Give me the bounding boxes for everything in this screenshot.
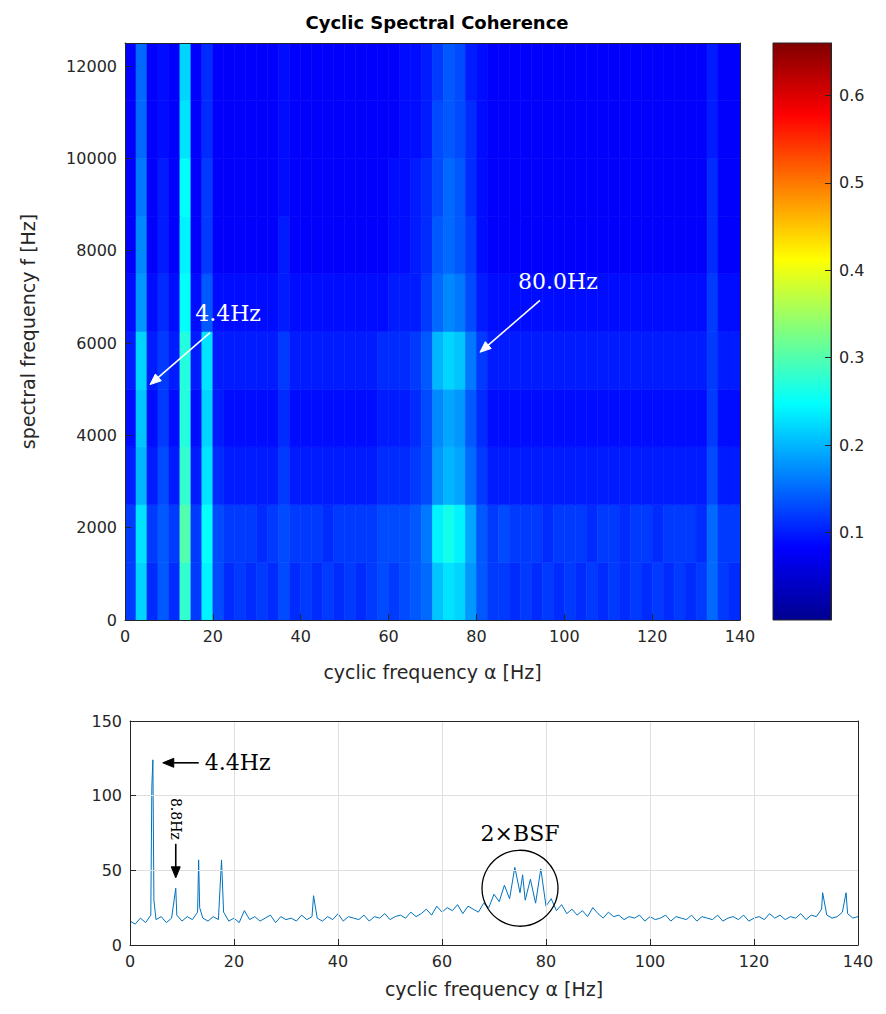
svg-text:4000: 4000 [76,426,117,445]
svg-text:0.3: 0.3 [839,348,864,367]
svg-text:60: 60 [432,952,452,971]
svg-text:6000: 6000 [76,334,117,353]
svg-text:120: 120 [637,627,668,646]
svg-text:0: 0 [120,627,130,646]
svg-text:20: 20 [224,952,244,971]
svg-text:40: 40 [291,627,311,646]
svg-text:0.5: 0.5 [839,173,864,192]
svg-text:20: 20 [203,627,223,646]
svg-text:100: 100 [635,952,666,971]
svg-text:100: 100 [549,627,580,646]
svg-text:100: 100 [91,786,122,805]
svg-text:0.2: 0.2 [839,436,864,455]
svg-text:80: 80 [466,627,486,646]
svg-text:spectral frequency f [Hz]: spectral frequency f [Hz] [17,214,39,449]
svg-text:4.4Hz: 4.4Hz [205,750,271,775]
svg-text:0.4: 0.4 [839,261,864,280]
svg-text:0.6: 0.6 [839,86,864,105]
svg-text:10000: 10000 [66,149,117,168]
svg-text:8.8Hz: 8.8Hz [168,798,184,840]
svg-text:cyclic frequency α [Hz]: cyclic frequency α [Hz] [385,978,603,1000]
svg-text:8000: 8000 [76,241,117,260]
svg-text:50: 50 [102,861,122,880]
svg-text:2000: 2000 [76,518,117,537]
svg-text:Cyclic Spectral Coherence: Cyclic Spectral Coherence [305,12,568,33]
svg-text:0: 0 [125,952,135,971]
svg-text:60: 60 [378,627,398,646]
svg-text:0.1: 0.1 [839,523,864,542]
svg-text:140: 140 [725,627,756,646]
svg-text:12000: 12000 [66,57,117,76]
svg-text:0: 0 [107,611,117,630]
svg-text:80.0Hz: 80.0Hz [518,269,598,294]
svg-text:0: 0 [112,936,122,955]
svg-text:140: 140 [843,952,874,971]
svg-text:40: 40 [328,952,348,971]
svg-text:150: 150 [91,712,122,731]
svg-text:2×BSF: 2×BSF [481,821,560,846]
svg-text:80: 80 [536,952,556,971]
svg-text:4.4Hz: 4.4Hz [195,301,261,326]
svg-text:cyclic frequency α [Hz]: cyclic frequency α [Hz] [323,661,541,683]
svg-text:120: 120 [739,952,770,971]
